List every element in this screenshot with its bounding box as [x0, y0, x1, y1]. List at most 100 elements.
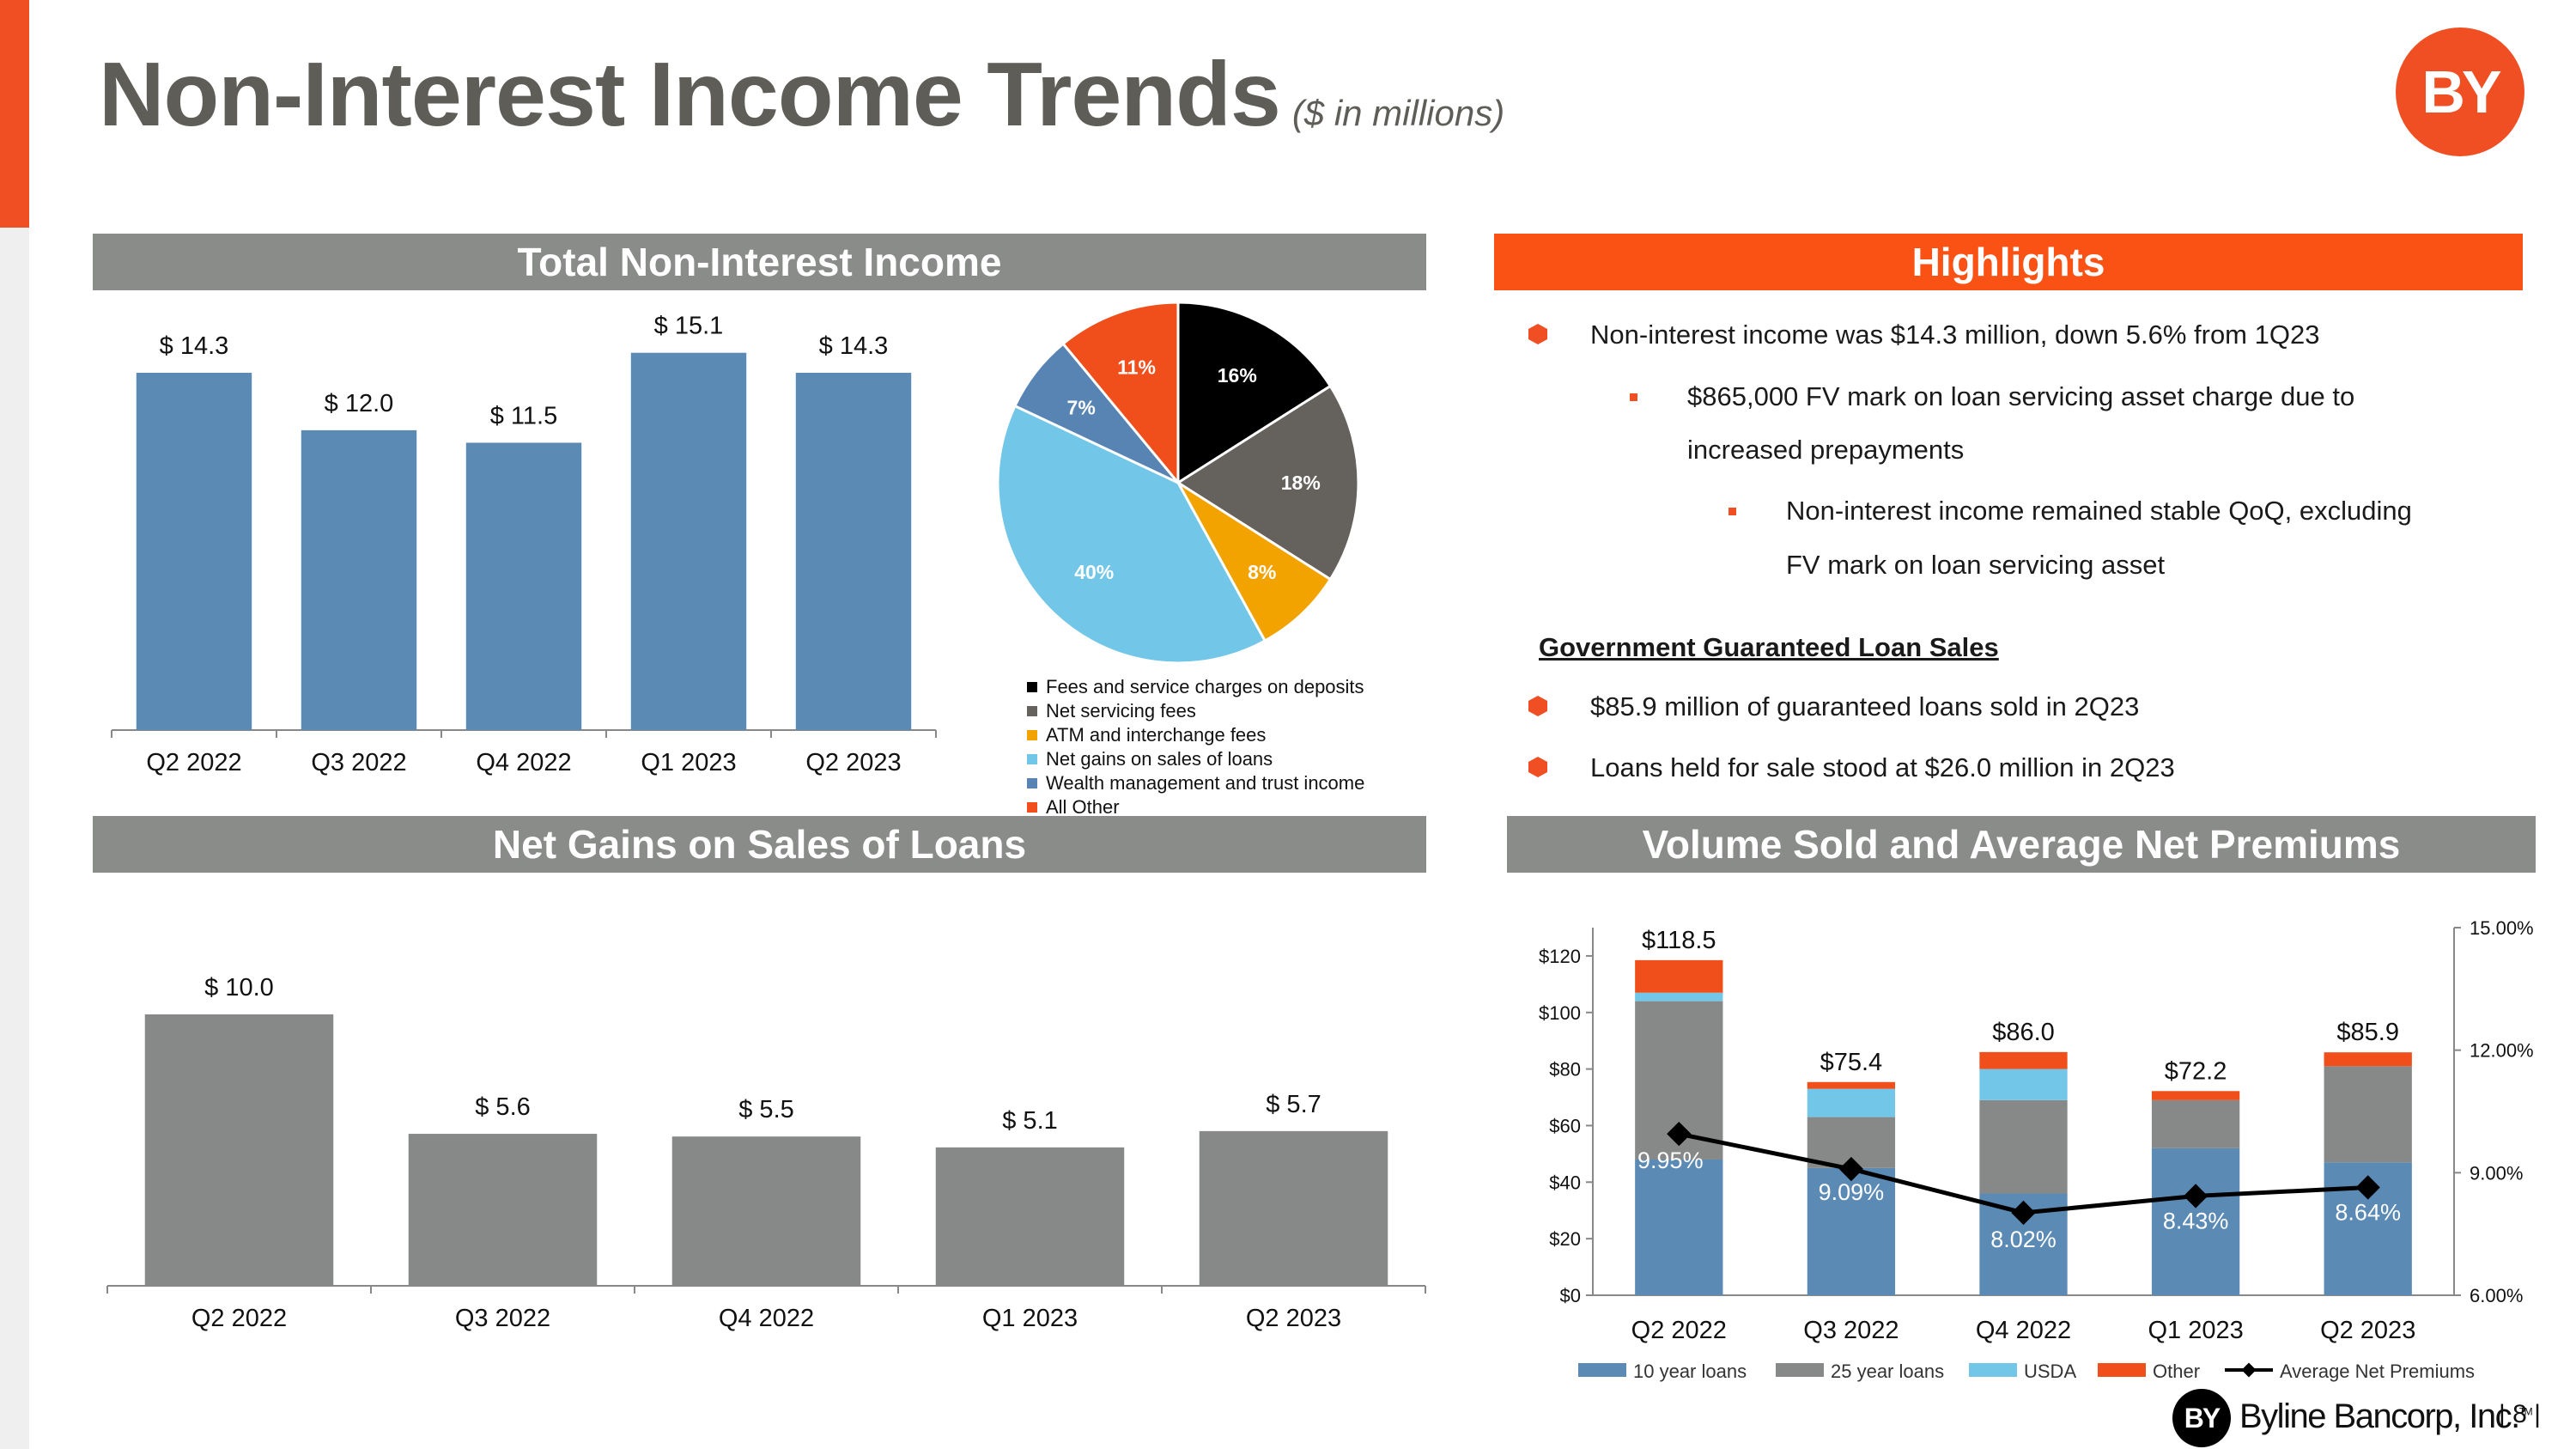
left-tick-label: $0	[1560, 1285, 1581, 1306]
highlights-header: Highlights	[1494, 234, 2523, 290]
bar	[144, 1014, 334, 1286]
pie-label: 40%	[1074, 561, 1114, 583]
total-nii-header: Total Non-Interest Income	[93, 234, 1426, 290]
left-tick-label: $100	[1539, 1002, 1581, 1024]
x-tick-label: Q2 2022	[146, 749, 241, 776]
legend-swatch	[2098, 1363, 2146, 1377]
stack-segment	[2151, 1099, 2240, 1148]
footer-company: Byline Bancorp, Inc.TM	[2239, 1397, 2533, 1435]
highlight-subsub-1b: FV mark on loan servicing asset	[1786, 550, 2166, 580]
data-label: $ 11.5	[490, 402, 557, 429]
page-title: Non-Interest Income Trends ($ in millions…	[99, 44, 1505, 145]
data-label: $ 14.3	[160, 332, 229, 360]
legend-label: Net servicing fees	[1046, 700, 1196, 721]
pie-legend: Fees and service charges on deposits Net …	[1027, 675, 1364, 819]
data-label: $ 5.6	[475, 1093, 531, 1121]
legend-label: Fees and service charges on deposits	[1046, 676, 1364, 697]
x-tick-label: Q2 2023	[2320, 1317, 2415, 1344]
highlight-subsub-1a: Non-interest income remained stable QoQ,…	[1786, 496, 2412, 526]
legend-label: Average Net Premiums	[2280, 1361, 2475, 1382]
x-tick-label: Q4 2022	[1976, 1317, 2071, 1344]
legend-swatch	[1027, 778, 1037, 788]
avg-premium-label: 9.95%	[1637, 1148, 1704, 1173]
x-tick-label: Q2 2022	[1631, 1317, 1727, 1344]
left-tick-label: $40	[1549, 1172, 1581, 1193]
gov-loan-heading: Government Guaranteed Loan Sales	[1539, 632, 1999, 662]
avg-premium-label: 9.09%	[1819, 1179, 1885, 1205]
avg-premium-marker	[1838, 1156, 1864, 1182]
legend-item: All Other	[1027, 795, 1364, 819]
bar	[795, 373, 912, 730]
x-tick-label: Q4 2022	[476, 749, 571, 776]
x-tick-label: Q1 2023	[641, 749, 736, 776]
pie-slice	[996, 404, 1267, 665]
bullet-hex-icon	[1528, 757, 1547, 777]
pie-slice	[1176, 384, 1360, 581]
avg-premium-label: 8.64%	[2335, 1199, 2401, 1225]
data-label: $ 12.0	[325, 390, 394, 417]
bar	[465, 442, 582, 730]
pie-slice	[1061, 301, 1180, 487]
legend-swatch	[1027, 802, 1037, 813]
stack-segment	[1635, 992, 1723, 1002]
legend-item: Net gains on sales of loans	[1027, 747, 1364, 771]
page-number: | 8 |	[2499, 1400, 2541, 1428]
legend-label: USDA	[2024, 1361, 2076, 1382]
stack-segment	[2151, 1148, 2240, 1295]
legend-swatch	[1027, 682, 1037, 692]
total-label: $86.0	[1992, 1019, 2055, 1046]
avg-premium-marker	[1667, 1122, 1692, 1147]
stack-segment	[2151, 1091, 2240, 1100]
x-tick-label: Q2 2023	[805, 749, 901, 776]
data-label: $ 15.1	[654, 313, 724, 340]
legend-item: ATM and interchange fees	[1027, 723, 1364, 747]
left-tick-label: $20	[1549, 1228, 1581, 1250]
pie-slice	[1176, 301, 1333, 485]
x-tick-label: Q3 2022	[1803, 1317, 1899, 1344]
legend-swatch	[1027, 730, 1037, 740]
bullet-hex-icon	[1528, 696, 1547, 716]
highlight-bullet-2: $85.9 million of guaranteed loans sold i…	[1590, 691, 2140, 721]
pie-label: 8%	[1248, 561, 1276, 583]
avg-premium-marker	[2011, 1200, 2036, 1226]
footer-logo: BY	[2172, 1389, 2231, 1447]
legend-item: Wealth management and trust income	[1027, 771, 1364, 795]
pie-label: 7%	[1067, 396, 1096, 418]
avg-premium-label: 8.43%	[2163, 1208, 2229, 1233]
left-tick-label: $80	[1549, 1059, 1581, 1081]
legend-marker	[2241, 1362, 2257, 1378]
bullet-square-icon	[1630, 393, 1637, 401]
highlight-bullet-1: Non-interest income was $14.3 million, d…	[1590, 320, 2320, 350]
pie-label: 11%	[1117, 356, 1156, 379]
legend-label: 25 year loans	[1831, 1361, 1944, 1382]
bar	[136, 373, 252, 730]
legend-item: Net servicing fees	[1027, 699, 1364, 723]
page-subtitle: ($ in millions)	[1291, 93, 1505, 133]
legend-label: 10 year loans	[1633, 1361, 1747, 1382]
x-tick-label: Q1 2023	[982, 1305, 1078, 1332]
accent-bar	[0, 0, 29, 228]
right-tick-label: 15.00%	[2470, 917, 2534, 939]
highlight-sub-1b: increased prepayments	[1687, 435, 1965, 465]
avg-premium-marker	[2183, 1184, 2208, 1209]
legend-label: ATM and interchange fees	[1046, 724, 1267, 746]
x-tick-label: Q3 2022	[311, 749, 406, 776]
data-label: $ 14.3	[819, 332, 889, 360]
legend-label: Other	[2153, 1361, 2200, 1382]
legend-label: Wealth management and trust income	[1046, 772, 1365, 794]
stack-segment	[1979, 1068, 2068, 1100]
data-label: $ 10.0	[204, 974, 274, 1002]
bar	[408, 1134, 598, 1286]
legend-label: Net gains on sales of loans	[1046, 748, 1273, 770]
pie-label: 18%	[1281, 472, 1321, 494]
x-tick-label: Q3 2022	[455, 1305, 550, 1332]
byline-logo: BY	[2396, 27, 2524, 156]
stack-segment	[1635, 1159, 1723, 1295]
data-label: $ 5.5	[738, 1096, 794, 1123]
total-label: $75.4	[1820, 1049, 1883, 1076]
avg-premium-label: 8.02%	[1990, 1227, 2057, 1252]
total-label: $118.5	[1642, 927, 1716, 954]
stack-segment	[2324, 1066, 2412, 1163]
stack-segment	[1807, 1167, 1896, 1295]
